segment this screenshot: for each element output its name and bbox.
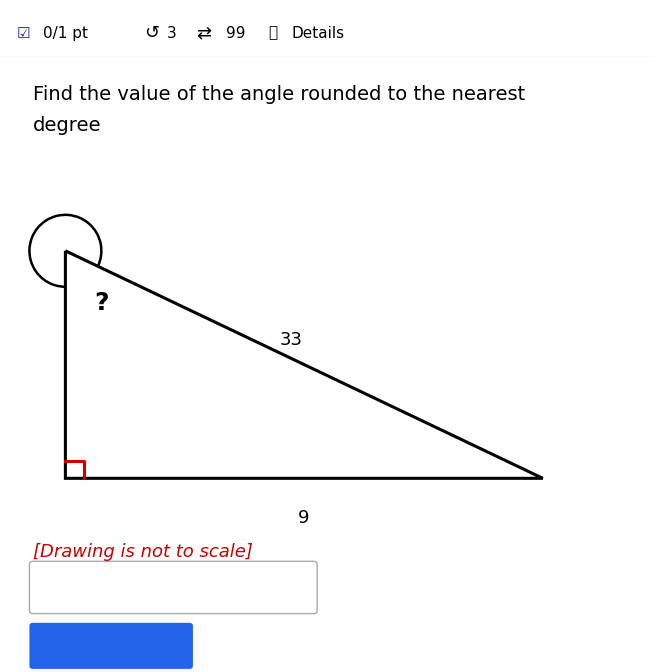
Text: ↺: ↺: [144, 24, 159, 42]
Text: 0/1 pt: 0/1 pt: [43, 26, 88, 40]
Text: 33: 33: [279, 331, 303, 349]
Text: Find the value of the angle rounded to the nearest: Find the value of the angle rounded to t…: [33, 85, 525, 103]
Text: ⓘ: ⓘ: [268, 26, 277, 40]
Text: 3: 3: [167, 26, 177, 40]
Text: [Drawing is not to scale]: [Drawing is not to scale]: [33, 543, 252, 561]
Text: ?: ?: [94, 291, 109, 315]
Text: Details: Details: [291, 26, 344, 40]
Text: ⇄: ⇄: [196, 24, 211, 42]
FancyBboxPatch shape: [29, 561, 317, 614]
Text: 9: 9: [298, 509, 310, 528]
Text: 99: 99: [226, 26, 245, 40]
Text: degree: degree: [33, 116, 101, 134]
FancyBboxPatch shape: [29, 623, 193, 669]
Text: ☑: ☑: [16, 26, 30, 40]
